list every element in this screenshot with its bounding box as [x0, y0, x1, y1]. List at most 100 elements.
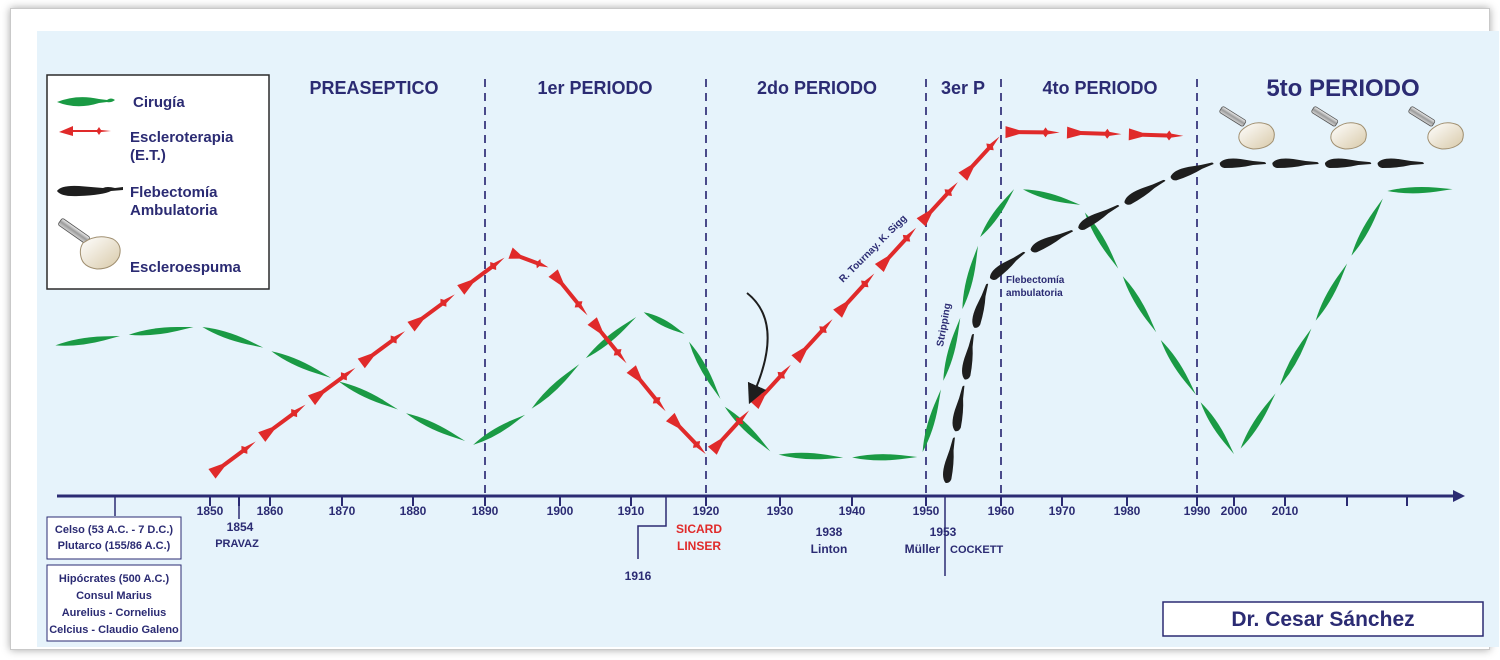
period-title-preaseptico: PREASEPTICO — [309, 78, 438, 98]
surgery-segment — [128, 326, 194, 336]
phlebectomy-segment — [1219, 158, 1266, 168]
axis-year-label: 1960 — [988, 504, 1015, 518]
surgery-segment — [689, 341, 721, 399]
author-name: Dr. Cesar Sánchez — [1231, 608, 1414, 631]
ancient-box-2-frame — [46, 564, 182, 642]
sclerotherapy-segment — [548, 269, 588, 316]
surgery-segment — [531, 364, 580, 409]
period-title-5: 5to PERIODO — [1266, 75, 1419, 102]
surgery-segment — [922, 389, 941, 453]
surgery-segment — [473, 414, 526, 445]
surgery-segment — [1351, 198, 1383, 256]
surgery-segment — [943, 317, 961, 381]
event-markers — [114, 496, 946, 576]
period-title-2: 2do PERIODO — [757, 78, 877, 98]
axis-year-label: 2000 — [1221, 504, 1248, 518]
phlebectomy-segment — [972, 283, 989, 328]
legend-ambulatoria: Ambulatoria — [130, 202, 218, 219]
sclerotherapy-segment — [357, 331, 406, 369]
legend-escleroterapia-et: (E.T.) — [130, 147, 166, 164]
period-separators — [484, 79, 1198, 499]
foam-icons — [1219, 106, 1464, 150]
axis-year-label: 1890 — [472, 504, 499, 518]
axis-year-label: 1880 — [400, 504, 427, 518]
sclerotherapy-icon — [59, 126, 111, 136]
phlebectomy-segment — [952, 385, 965, 432]
surgery-segment — [1022, 189, 1081, 205]
phlebectomy-curve — [942, 158, 1424, 483]
ancient-marius: Consul Marius — [76, 590, 152, 602]
ancient-box-1-frame — [46, 516, 182, 560]
surgery-segment — [1200, 402, 1234, 455]
event-1938: 1938 — [816, 525, 843, 539]
axis-year-label: 2010 — [1272, 504, 1299, 518]
slide-frame: PREASEPTICO 1er PERIODO 2do PERIODO 3er … — [10, 8, 1499, 650]
timeline-panel: PREASEPTICO 1er PERIODO 2do PERIODO 3er … — [37, 31, 1499, 647]
axis-year-label: 1900 — [547, 504, 574, 518]
surgery-segment — [643, 312, 685, 335]
event-pravaz: PRAVAZ — [215, 538, 259, 550]
axis-year-label: 1910 — [618, 504, 645, 518]
sclerotherapy-segment — [874, 227, 917, 273]
foam-syringe-icon — [1311, 106, 1367, 150]
sclerotherapy-segment — [407, 294, 455, 332]
event-sicard: SICARD — [676, 522, 722, 536]
sclerotherapy-segment — [587, 317, 627, 364]
axis-year-label: 1950 — [913, 504, 940, 518]
ancient-aurelius: Aurelius - Cornelius — [62, 607, 167, 619]
surgery-icon — [57, 97, 115, 107]
phlebectomy-segment — [989, 251, 1026, 280]
event-1953: 1953 — [930, 525, 957, 539]
ancient-celcius: Celcius - Claudio Galeno — [49, 624, 179, 636]
legend-cirugia: Cirugía — [133, 94, 185, 111]
axis-year-label: 1980 — [1114, 504, 1141, 518]
curved-arrow — [746, 292, 769, 405]
phlebectomy-segment — [1170, 162, 1214, 181]
author-box-frame — [1162, 601, 1484, 637]
phlebectomy-icon — [57, 185, 123, 197]
sclerotherapy-segment — [1005, 126, 1060, 139]
axis-year-label: 1940 — [839, 504, 866, 518]
sclerotherapy-segment — [457, 257, 505, 295]
sclerotherapy-segment — [833, 273, 875, 318]
surgery-segment — [1315, 263, 1348, 321]
axis-labels: 1850 1860 1870 1880 1890 1900 1910 1920 1930 1940… — [197, 504, 1299, 518]
legend: Cirugía Escleroterapia (E.T.) Flebectomí… — [46, 74, 270, 290]
annotation-ambulatoria: ambulatoria — [1006, 288, 1063, 299]
annotation-flebectomia: Flebectomía — [1006, 275, 1065, 286]
surgery-segment — [1084, 212, 1119, 269]
surgery-segment — [778, 452, 844, 460]
time-axis: 1850 1860 1870 1880 1890 1900 1910 1920 1930 1940… — [57, 490, 1465, 518]
legend-escleroespuma: Escleroespuma — [130, 259, 242, 276]
surgery-segment — [406, 413, 466, 442]
surgery-segment — [1122, 276, 1157, 333]
period-title-1: 1er PERIODO — [537, 78, 652, 98]
sclerotherapy-segment — [1066, 126, 1122, 139]
author-box: Dr. Cesar Sánchez — [1162, 601, 1484, 637]
surgery-segment — [338, 381, 399, 410]
foam-syringe-icon — [1219, 106, 1275, 150]
period-title-3: 3er P — [941, 78, 985, 98]
event-1916: 1916 — [625, 569, 652, 583]
foam-syringe-icon — [1408, 106, 1464, 150]
sclerotherapy-segment — [916, 182, 958, 227]
sclerotherapy-segment — [665, 412, 706, 455]
sclerotherapy-segment — [307, 367, 356, 406]
surgery-segment — [202, 327, 264, 348]
phlebectomy-segment — [1377, 158, 1424, 168]
sclerotherapy-segment — [258, 404, 306, 442]
sclerotherapy-segment — [1128, 128, 1184, 141]
surgery-segment — [1279, 328, 1312, 386]
phlebectomy-segment — [1272, 158, 1319, 168]
axis-year-label: 1860 — [257, 504, 284, 518]
surgery-segment — [1240, 393, 1276, 449]
axis-year-label: 1970 — [1049, 504, 1076, 518]
timeline-diagram: PREASEPTICO 1er PERIODO 2do PERIODO 3er … — [37, 31, 1499, 647]
phlebectomy-segment — [962, 333, 974, 380]
phlebectomy-segment — [942, 437, 955, 483]
axis-year-label: 1850 — [197, 504, 224, 518]
surgery-segment — [1387, 186, 1453, 194]
surgery-curve — [55, 186, 1453, 461]
foam-syringe-icon — [58, 218, 121, 270]
sclerotherapy-segment — [208, 441, 256, 479]
